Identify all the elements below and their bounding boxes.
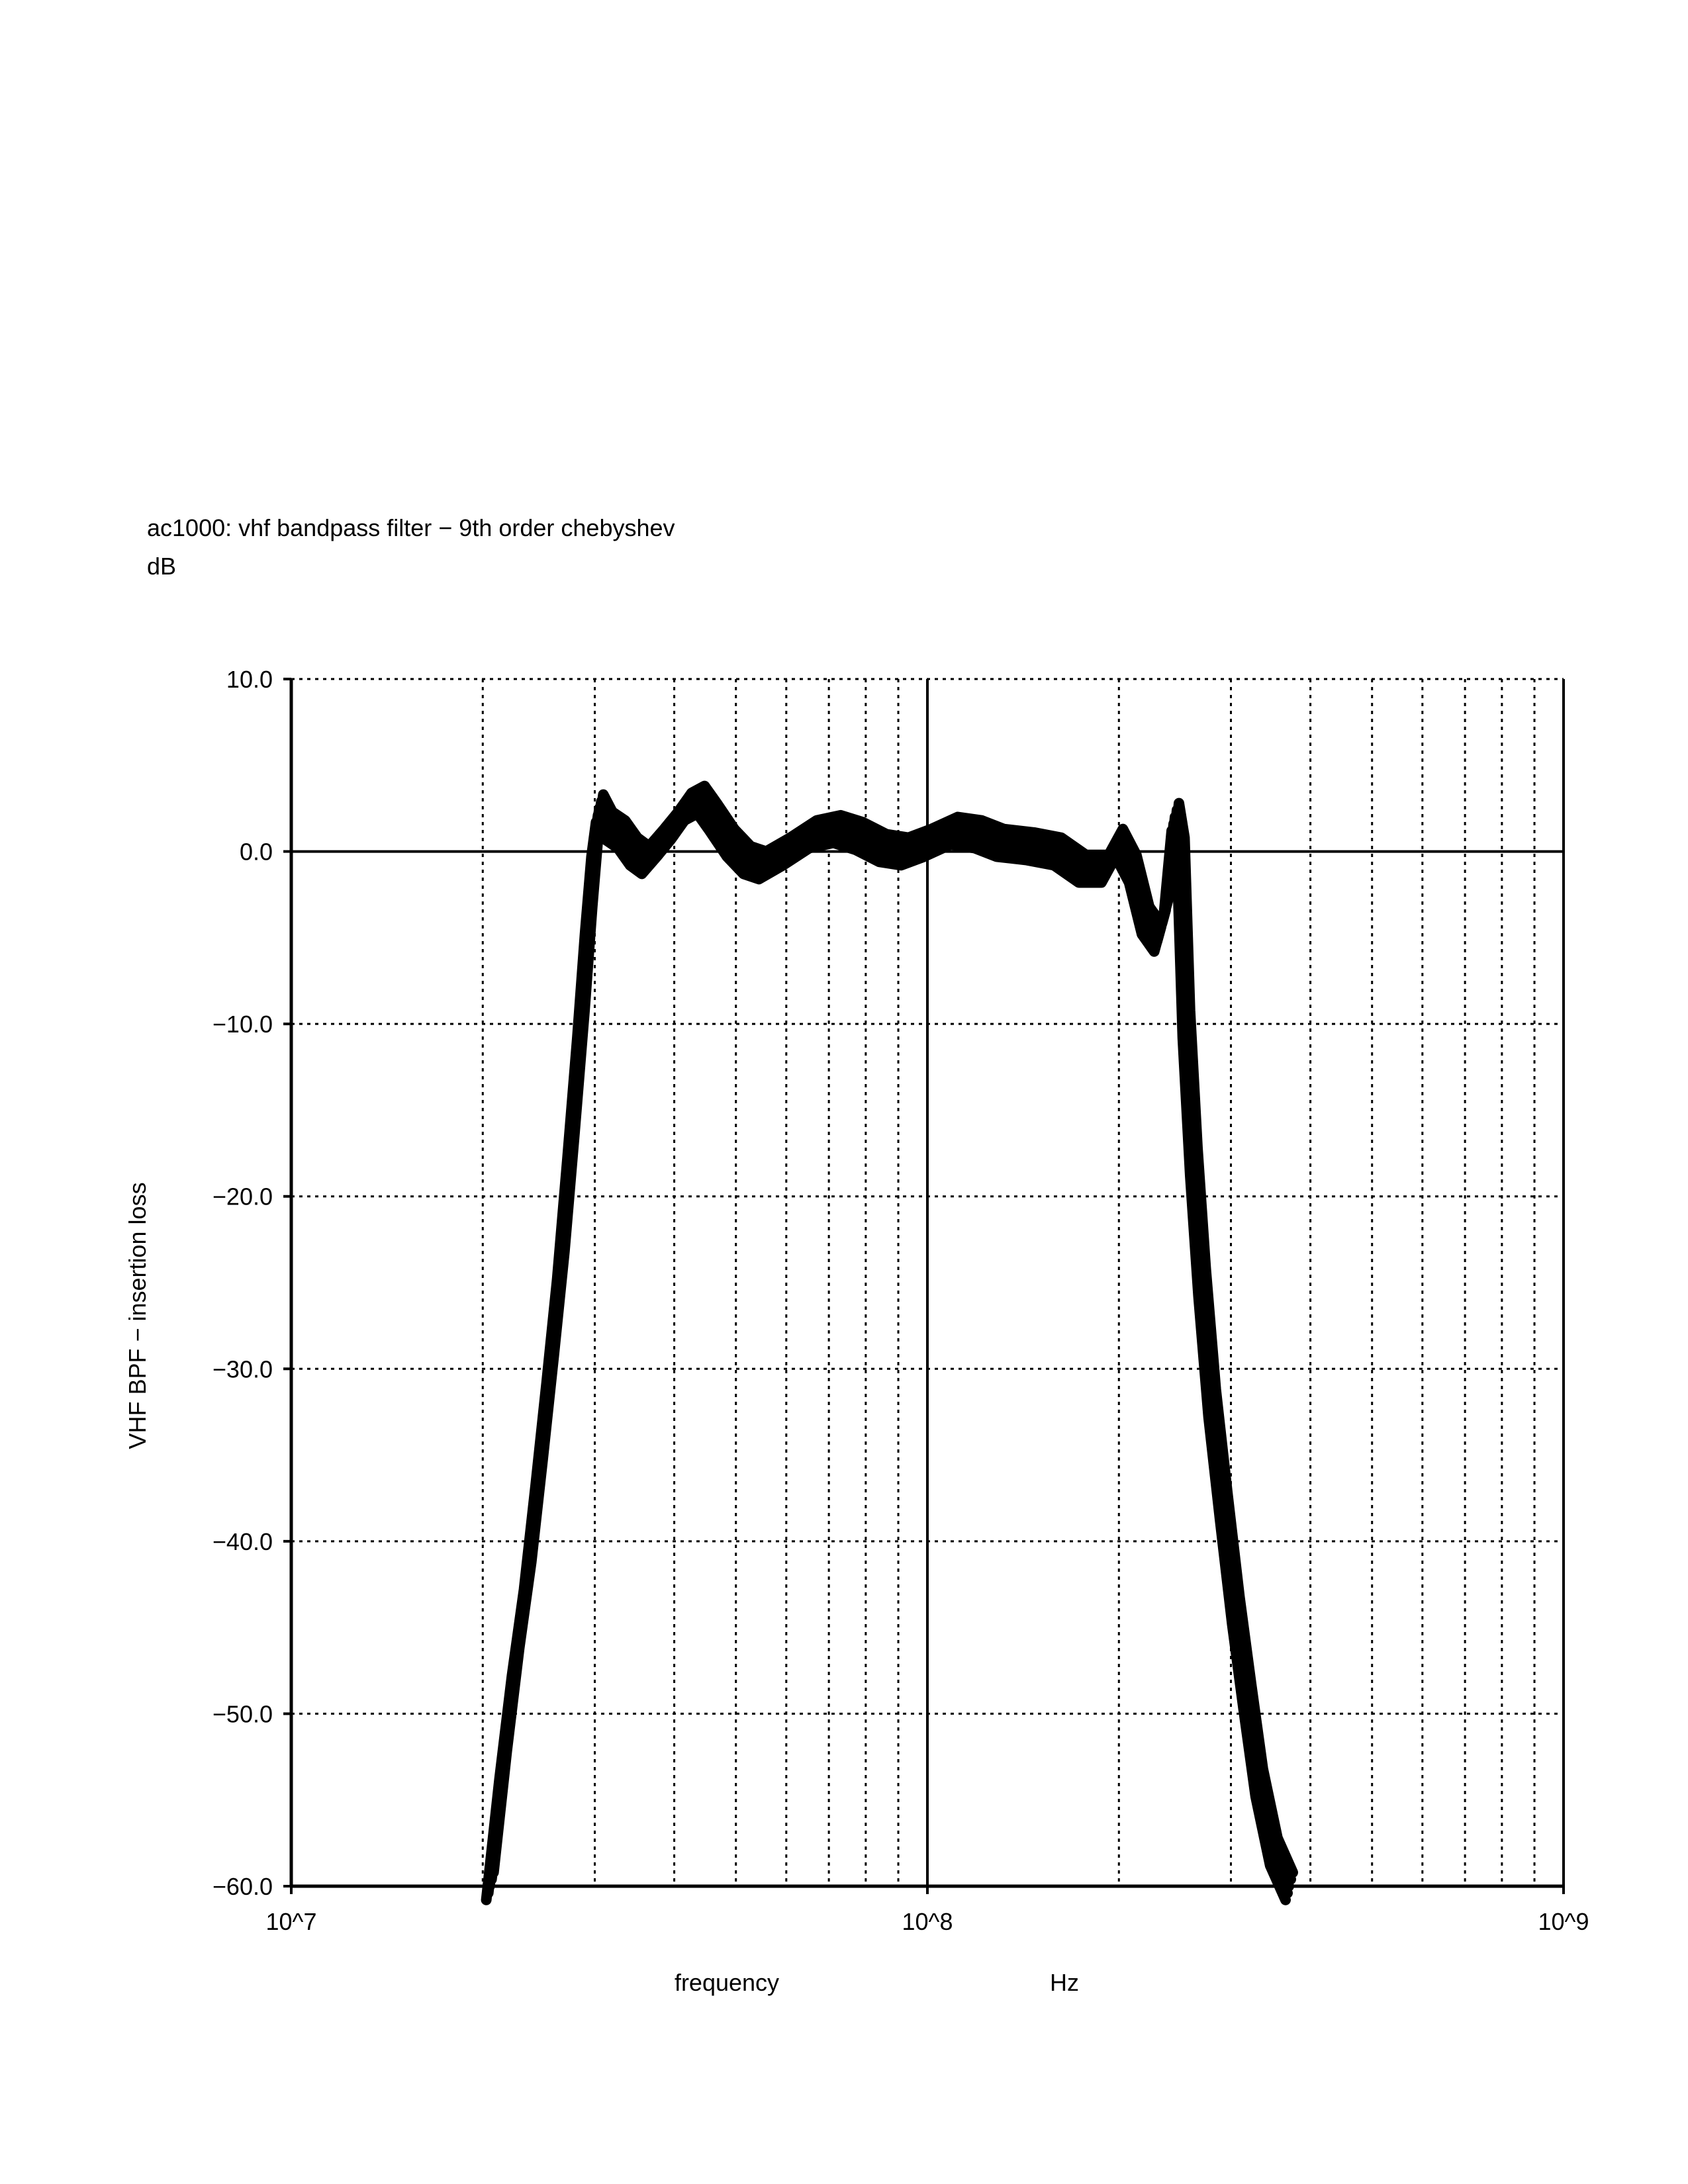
plot-area — [481, 780, 1298, 1905]
x-tick-label: 10^8 — [902, 1908, 953, 1935]
y-unit-label: dB — [147, 553, 176, 580]
y-tick-labels: 10.0 0.0 −10.0 −20.0 −30.0 −40.0 −50.0 −60.0 — [212, 666, 291, 1900]
grid — [289, 678, 1565, 1888]
series-line — [484, 794, 1294, 1891]
chart-title: ac1000: vhf bandpass filter − 9th order … — [147, 514, 675, 541]
series-line — [483, 801, 1293, 1899]
series-line — [481, 808, 1291, 1905]
x-tick-labels: 10^7 10^8 10^9 — [266, 1886, 1589, 1935]
y-tick-label: 10.0 — [226, 666, 273, 693]
y-tick-label: −30.0 — [212, 1355, 273, 1383]
x-tick-label: 10^7 — [266, 1908, 317, 1935]
y-tick-label: −10.0 — [212, 1011, 273, 1038]
x-axis-label: frequency — [675, 1969, 779, 1996]
y-tick-label: 0.0 — [240, 839, 273, 866]
y-tick-label: −50.0 — [212, 1700, 273, 1727]
series-line — [488, 780, 1298, 1878]
y-tick-label: −40.0 — [212, 1528, 273, 1555]
y-axis-label: VHF BPF − insertion loss — [124, 1182, 151, 1449]
y-tick-label: −60.0 — [212, 1873, 273, 1900]
series-line — [486, 788, 1296, 1885]
x-unit-label: Hz — [1050, 1969, 1079, 1996]
y-tick-label: −20.0 — [212, 1183, 273, 1210]
x-tick-label: 10^9 — [1538, 1908, 1589, 1935]
